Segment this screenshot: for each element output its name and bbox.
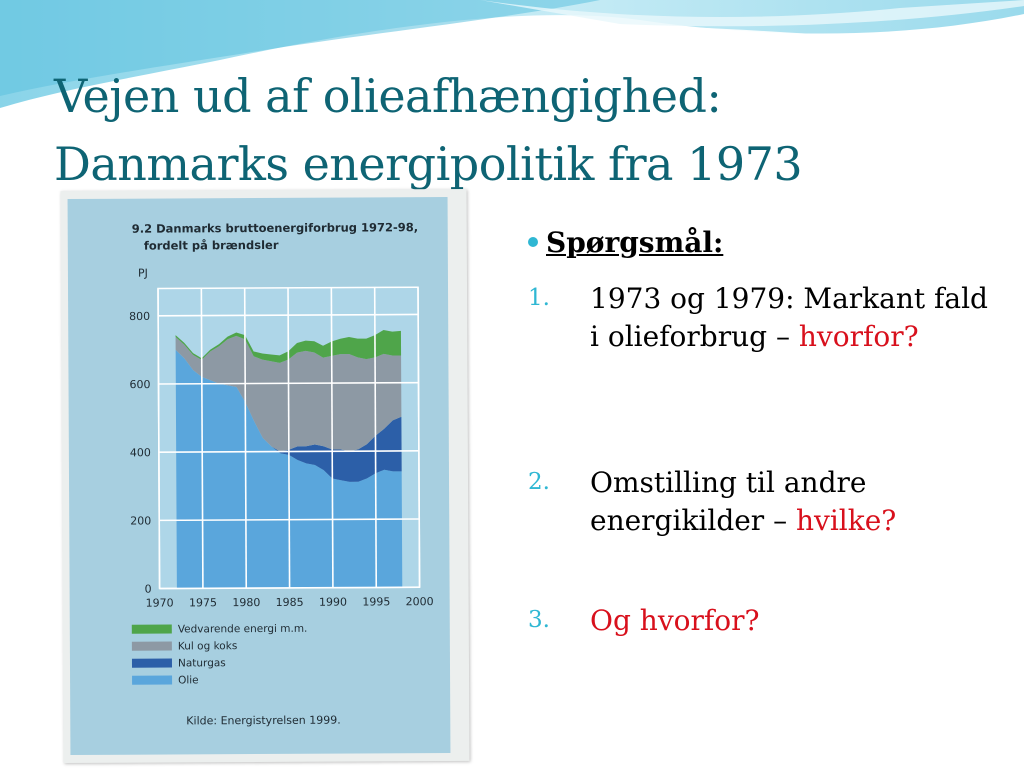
chart-source: Kilde: Energistyrelsen 1999.	[186, 713, 341, 728]
slide-title: Vejen ud af olieafhængighed: Danmarks en…	[54, 62, 1014, 198]
grid-line-y	[158, 313, 419, 317]
x-tick-label: 1970	[146, 596, 174, 609]
legend-item: Vedvarende energi m.m.	[131, 620, 308, 638]
y-tick-label: 600	[129, 378, 150, 391]
legend-swatch	[131, 641, 172, 651]
y-tick-label: 800	[129, 310, 150, 323]
grid-line-y	[158, 450, 419, 453]
energy-area-chart: 1970 1975 1980 1985 1990 1995 2000 0 200 400 600 80…	[129, 267, 434, 610]
question-number: 2.	[528, 469, 550, 495]
legend-label: Naturgas	[177, 656, 226, 669]
grid-line-x	[373, 287, 378, 588]
question-number: 3.	[528, 607, 550, 633]
slide-title-line1: Vejen ud af olieafhængighed:	[54, 69, 722, 123]
grid-line-y	[158, 381, 419, 385]
question-emphasis: hvorfor?	[798, 320, 919, 353]
legend-item: Olie	[132, 671, 308, 689]
question-number: 1.	[528, 285, 550, 311]
legend-label: Olie	[178, 673, 199, 686]
question-item-3: 3. Og hvorfor?	[528, 602, 998, 640]
question-text: 1973 og 1979: Markant fald i olieforbrug…	[590, 280, 990, 356]
question-emphasis: hvilke?	[796, 504, 897, 537]
legend-swatch	[131, 658, 173, 668]
x-tick-label: 1985	[276, 596, 304, 609]
legend-item: Kul og koks	[131, 637, 308, 655]
figure-page: 9.2 Danmarks bruttoenergiforbrug 1972-98…	[67, 197, 451, 756]
figure-photo: 9.2 Danmarks bruttoenergiforbrug 1972-98…	[60, 188, 470, 764]
question-text: Omstilling til andre energikilder – hvil…	[590, 464, 990, 540]
header-wave-decoration	[0, 0, 1024, 114]
grid-line-x	[200, 288, 204, 589]
questions-heading-text: Spørgsmål:	[546, 225, 724, 259]
question-text: Og hvorfor?	[590, 602, 990, 640]
grid-line-x	[157, 288, 161, 589]
legend-label: Vedvarende energi m.m.	[177, 622, 308, 635]
y-axis-label: PJ	[138, 267, 148, 280]
y-tick-label: 200	[130, 514, 151, 527]
x-tick-label: 1995	[362, 595, 390, 608]
question-body: Omstilling til andre energikilder –	[590, 466, 867, 537]
y-tick-label: 400	[130, 446, 151, 459]
grid-line-x	[330, 287, 334, 588]
grid-line-x	[287, 287, 291, 588]
question-item-2: 2. Omstilling til andre energikilder – h…	[528, 464, 998, 540]
area-series-2	[175, 349, 402, 482]
chart-legend: Vedvarende energi m.m. Kul og koks Naturga…	[131, 620, 308, 689]
legend-item: Naturgas	[131, 654, 308, 672]
question-item-1: 1. 1973 og 1979: Markant fald i olieforb…	[528, 280, 998, 356]
slide-title-line2: Danmarks energipolitik fra 1973	[54, 137, 803, 191]
area-series-4	[175, 329, 402, 363]
x-tick-label: 1975	[189, 596, 217, 609]
bullet-icon	[528, 237, 538, 247]
grid-line-y	[159, 586, 420, 590]
question-emphasis: Og hvorfor?	[590, 604, 760, 637]
grid-line-x	[417, 287, 421, 588]
legend-label: Kul og koks	[177, 639, 238, 652]
legend-swatch	[132, 675, 173, 685]
grid-line-y	[159, 518, 420, 522]
x-tick-label: 1990	[319, 596, 347, 609]
legend-swatch	[131, 624, 172, 634]
x-tick-label: 1980	[232, 596, 260, 609]
x-tick-label: 2000	[406, 595, 434, 608]
question-body: 1973 og 1979: Markant fald i olieforbrug…	[590, 282, 988, 353]
questions-panel: Spørgsmål: 1. 1973 og 1979: Markant fald…	[528, 222, 998, 637]
questions-heading: Spørgsmål:	[528, 222, 998, 262]
grid-line-x	[243, 288, 248, 589]
y-tick-label: 0	[145, 583, 152, 596]
